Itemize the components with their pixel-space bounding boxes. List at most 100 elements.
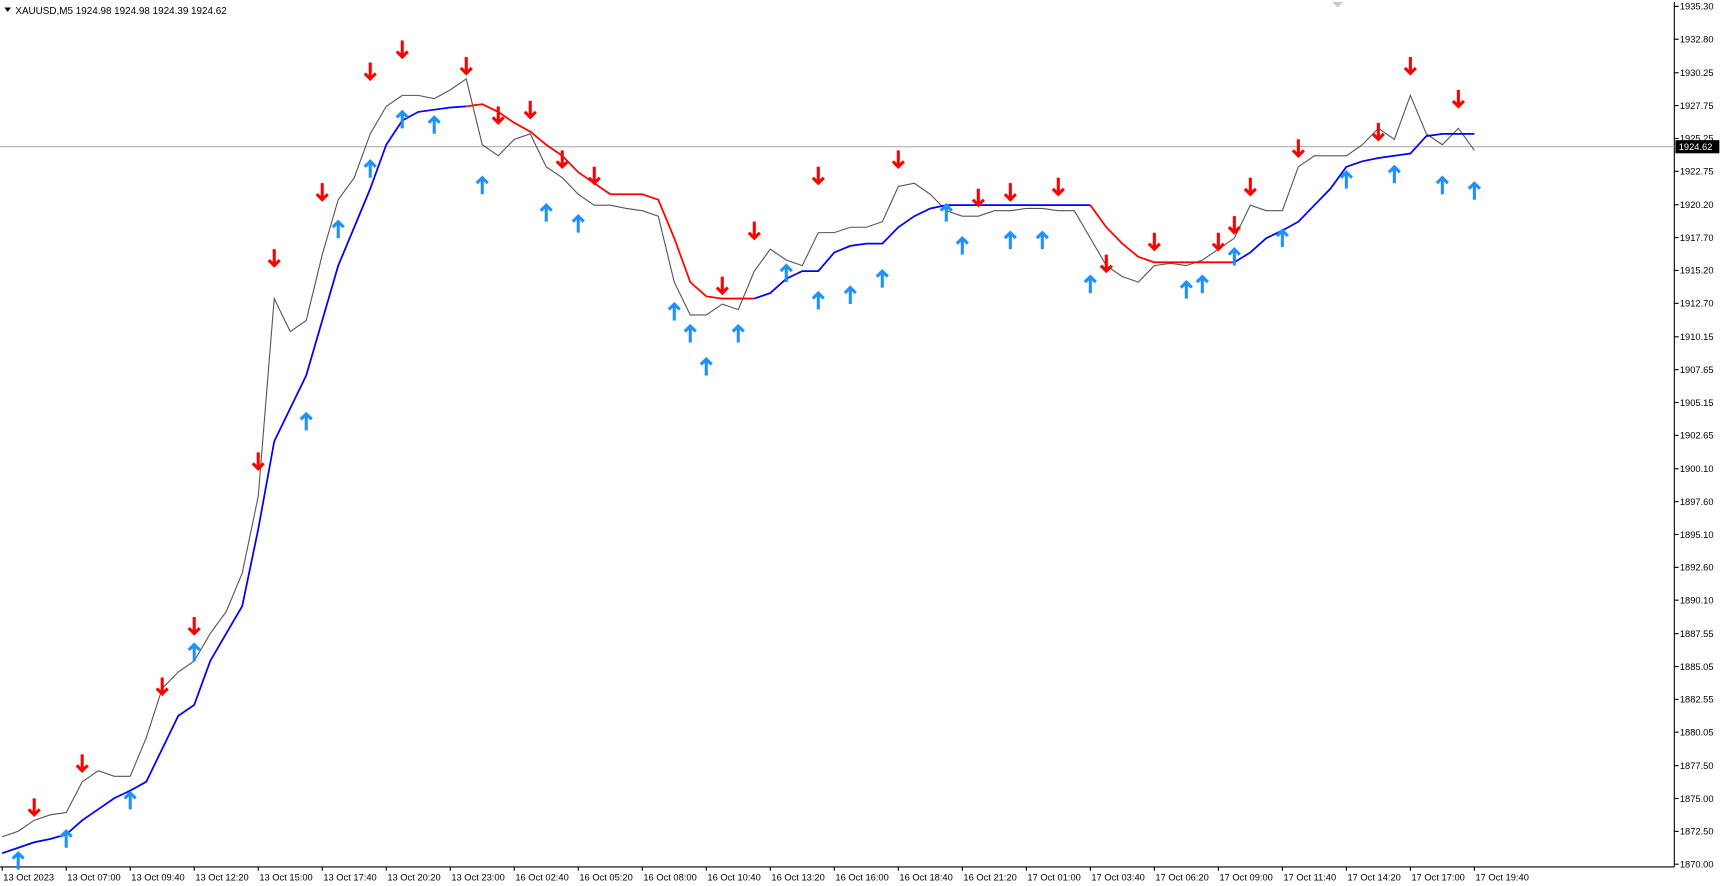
current-price-box	[1675, 140, 1720, 154]
chart-title: XAUUSD,M5 1924.98 1924.98 1924.39 1924.6…	[15, 6, 226, 17]
sell-arrow	[587, 166, 601, 186]
buy-arrow	[59, 829, 73, 848]
y-tick-label: 1925.25	[1680, 134, 1714, 144]
buy-arrow	[11, 850, 25, 870]
buy-arrow	[1339, 170, 1353, 189]
y-tick-label: 1892.60	[1680, 563, 1714, 573]
price-line	[2, 78, 1475, 838]
y-tick-label: 1890.10	[1680, 595, 1714, 605]
sell-arrow	[811, 166, 825, 186]
y-tick-label: 1887.55	[1680, 629, 1714, 639]
buy-arrow	[427, 115, 441, 134]
x-tick-label: 16 Oct 21:20	[963, 873, 1016, 883]
shift-marker	[1332, 2, 1344, 8]
y-tick-label: 1920.20	[1680, 200, 1714, 210]
buy-arrow	[1195, 274, 1209, 294]
buy-arrow	[1275, 228, 1289, 248]
x-tick-label: 16 Oct 05:20	[579, 873, 632, 883]
sell-arrow	[1243, 177, 1257, 197]
x-tick-label: 16 Oct 08:00	[643, 873, 696, 883]
buy-arrow	[1467, 181, 1481, 200]
buy-arrow	[683, 323, 697, 343]
buy-arrow	[811, 290, 825, 310]
y-tick-label: 1917.70	[1680, 233, 1714, 243]
buy-arrow	[539, 203, 553, 222]
sell-arrow	[1099, 254, 1113, 274]
buy-arrow	[779, 263, 793, 283]
x-tick-label: 17 Oct 06:20	[1155, 873, 1208, 883]
sell-arrow	[971, 188, 985, 208]
buy-arrow	[1435, 175, 1449, 195]
sell-arrow	[27, 798, 41, 817]
trend-line	[466, 103, 1235, 300]
y-tick-label: 1885.05	[1680, 662, 1714, 672]
x-tick-label: 13 Oct 20:20	[387, 873, 440, 883]
y-tick-label: 1907.65	[1680, 365, 1714, 375]
y-tick-label: 1895.10	[1680, 530, 1714, 540]
y-tick-label: 1910.15	[1680, 332, 1714, 342]
sell-arrow	[715, 276, 729, 296]
buy-arrow	[939, 203, 953, 222]
x-tick-label: 17 Oct 09:00	[1219, 873, 1272, 883]
buy-arrow	[731, 323, 745, 343]
y-tick-label: 1915.20	[1680, 266, 1714, 276]
sell-arrow	[1147, 232, 1161, 252]
buy-arrow	[571, 214, 585, 233]
buy-arrow	[1035, 230, 1049, 250]
current-price-label: 1924.62	[1679, 142, 1713, 152]
x-tick-label: 17 Oct 03:40	[1091, 873, 1144, 883]
y-tick-label: 1900.10	[1680, 464, 1714, 474]
sell-arrow	[1451, 89, 1465, 109]
menu-icon[interactable]	[4, 7, 11, 12]
x-tick-label: 13 Oct 07:00	[67, 873, 120, 883]
buy-arrow	[1083, 274, 1097, 294]
x-tick-label: 13 Oct 12:20	[195, 873, 248, 883]
buy-arrow	[475, 175, 489, 195]
buy-arrow	[187, 642, 201, 662]
x-tick-label: 17 Oct 01:00	[1027, 873, 1080, 883]
buy-arrow	[1387, 164, 1401, 184]
buy-arrow	[331, 219, 345, 239]
x-tick-label: 16 Oct 02:40	[515, 873, 568, 883]
sell-arrow	[891, 150, 905, 169]
buy-arrow	[955, 235, 969, 255]
y-tick-label: 1877.50	[1680, 761, 1714, 771]
y-tick-label: 1927.75	[1680, 101, 1714, 111]
sell-arrow	[315, 183, 329, 202]
x-tick-label: 13 Oct 09:40	[131, 873, 184, 883]
x-tick-label: 16 Oct 10:40	[707, 873, 760, 883]
sell-arrow	[251, 452, 265, 471]
y-tick-label: 1922.75	[1680, 167, 1714, 177]
y-tick-label: 1875.00	[1680, 794, 1714, 804]
y-tick-label: 1880.05	[1680, 727, 1714, 737]
y-tick-label: 1872.50	[1680, 827, 1714, 837]
x-tick-label: 16 Oct 13:20	[771, 873, 824, 883]
sell-arrow	[491, 106, 505, 125]
sell-arrow	[1051, 177, 1065, 197]
sell-arrow	[555, 150, 569, 169]
sell-arrow	[1291, 139, 1305, 158]
buy-arrow	[123, 790, 137, 810]
sell-arrow	[1371, 122, 1385, 142]
sell-arrow	[747, 221, 761, 241]
y-tick-label: 1882.55	[1680, 695, 1714, 705]
buy-arrow	[395, 109, 409, 129]
sell-arrow	[1403, 56, 1417, 76]
x-tick-label: 13 Oct 23:00	[451, 873, 504, 883]
sell-arrow	[1003, 183, 1017, 202]
buy-arrow	[1227, 247, 1241, 266]
buy-arrow	[1003, 230, 1017, 250]
x-tick-label: 17 Oct 17:00	[1411, 873, 1464, 883]
sell-arrow	[1227, 216, 1241, 235]
sell-arrow	[75, 754, 89, 773]
buy-arrow	[363, 159, 377, 178]
y-tick-label: 1870.00	[1680, 859, 1714, 869]
x-tick-label: 16 Oct 16:00	[835, 873, 888, 883]
sell-arrow	[395, 40, 409, 60]
buy-arrow	[699, 356, 713, 376]
x-tick-label: 13 Oct 17:40	[323, 873, 376, 883]
sell-arrow	[155, 677, 169, 697]
